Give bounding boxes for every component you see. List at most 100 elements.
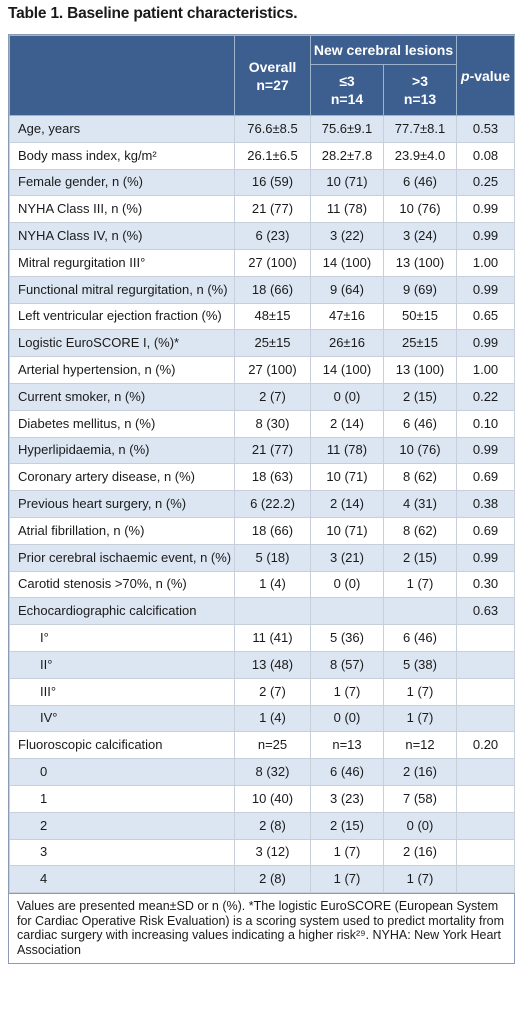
table-row: Body mass index, kg/m² 26.1±6.5 28.2±7.8 23… — [9, 141, 516, 170]
cell-gt3: 3 (24) — [382, 222, 458, 250]
table-row: III° 2 (7) 1 (7) 1 (7) — [9, 677, 516, 706]
cell-gt3: 8 (62) — [382, 463, 458, 492]
row-label: Current smoker, n (%) — [9, 382, 235, 411]
cell-gt3: 13 (100) — [382, 356, 458, 384]
cell-pvalue: 1.00 — [456, 248, 516, 277]
table-row: Hyperlipidaemia, n (%) 21 (77) 11 (78) 10 (… — [9, 436, 516, 465]
row-label: Body mass index, kg/m² — [9, 141, 235, 170]
cell-le3: 28.2±7.8 — [310, 141, 384, 170]
cell-pvalue: 0.99 — [456, 543, 516, 572]
cell-le3: 14 (100) — [310, 248, 384, 277]
cell-le3: 1 (7) — [310, 677, 384, 706]
row-label: Previous heart surgery, n (%) — [9, 490, 235, 518]
cell-le3: 1 (7) — [310, 865, 384, 894]
cell-le3: 6 (46) — [310, 758, 384, 786]
cell-overall: 1 (4) — [234, 704, 311, 733]
row-label: Coronary artery disease, n (%) — [9, 463, 235, 492]
row-label: Diabetes mellitus, n (%) — [9, 409, 235, 438]
cell-gt3: n=12 — [382, 731, 458, 760]
cell-pvalue: 0.38 — [456, 490, 516, 518]
table-body: Age, years 76.6±8.5 75.6±9.1 77.7±8.1 0.53 Bo… — [9, 115, 516, 894]
table-row: Arterial hypertension, n (%) 27 (100) 14 (… — [9, 356, 516, 384]
row-label: Female gender, n (%) — [9, 168, 235, 197]
cell-le3: 10 (71) — [310, 516, 384, 545]
cell-pvalue: 0.63 — [456, 597, 516, 626]
header-pvalue-p: p — [461, 67, 470, 84]
cell-gt3: 0 (0) — [382, 811, 458, 840]
cell-le3: 26±16 — [310, 329, 384, 358]
table-row: Female gender, n (%) 16 (59) 10 (71) 6 (46)… — [9, 168, 516, 197]
cell-gt3 — [382, 597, 458, 626]
table-row: II° 13 (48) 8 (57) 5 (38) — [9, 650, 516, 679]
cell-gt3: 10 (76) — [382, 195, 458, 224]
row-label: 3 — [9, 838, 235, 867]
table-row: Previous heart surgery, n (%) 6 (22.2) 2 (… — [9, 490, 516, 518]
row-label: Echocardiographic calcification — [9, 597, 235, 626]
cell-pvalue — [456, 677, 516, 706]
row-label: Fluoroscopic calcification — [9, 731, 235, 760]
row-label: Mitral regurgitation III° — [9, 248, 235, 277]
cell-le3: 2 (14) — [310, 490, 384, 518]
cell-overall: 2 (7) — [234, 677, 311, 706]
cell-le3: 3 (22) — [310, 222, 384, 250]
cell-pvalue: 0.30 — [456, 570, 516, 599]
cell-overall: 6 (23) — [234, 222, 311, 250]
table-row: Left ventricular ejection fraction (%) 48… — [9, 302, 516, 331]
cell-gt3: 2 (15) — [382, 382, 458, 411]
cell-overall: 76.6±8.5 — [234, 115, 311, 143]
cell-overall: 8 (30) — [234, 409, 311, 438]
cell-gt3: 25±15 — [382, 329, 458, 358]
cell-gt3: 1 (7) — [382, 677, 458, 706]
cell-le3: 0 (0) — [310, 570, 384, 599]
header-le3: ≤3 n=14 — [310, 64, 384, 116]
cell-overall: 10 (40) — [234, 784, 311, 813]
row-label: Hyperlipidaemia, n (%) — [9, 436, 235, 465]
cell-gt3: 6 (46) — [382, 168, 458, 197]
cell-gt3: 50±15 — [382, 302, 458, 331]
cell-gt3: 2 (16) — [382, 758, 458, 786]
table-row: Current smoker, n (%) 2 (7) 0 (0) 2 (15) 0.2… — [9, 382, 516, 411]
cell-pvalue: 0.69 — [456, 516, 516, 545]
table-row: Functional mitral regurgitation, n (%) 18… — [9, 275, 516, 304]
cell-overall — [234, 597, 311, 626]
table-row: Logistic EuroSCORE I, (%)* 25±15 26±16 25±1… — [9, 329, 516, 358]
cell-gt3: 9 (69) — [382, 275, 458, 304]
cell-overall: 2 (7) — [234, 382, 311, 411]
row-label: Carotid stenosis >70%, n (%) — [9, 570, 235, 599]
row-label: Left ventricular ejection fraction (%) — [9, 302, 235, 331]
cell-pvalue: 0.99 — [456, 436, 516, 465]
row-label: Atrial fibrillation, n (%) — [9, 516, 235, 545]
row-label: Functional mitral regurgitation, n (%) — [9, 275, 235, 304]
cell-gt3: 8 (62) — [382, 516, 458, 545]
cell-overall: 13 (48) — [234, 650, 311, 679]
baseline-characteristics-table: Overall n=27 New cerebral lesions p-value… — [9, 35, 516, 894]
cell-le3: 3 (23) — [310, 784, 384, 813]
cell-overall: 18 (66) — [234, 275, 311, 304]
header-gt3-text: >3 n=13 — [403, 73, 437, 107]
cell-overall: 16 (59) — [234, 168, 311, 197]
cell-gt3: 5 (38) — [382, 650, 458, 679]
cell-overall: 2 (8) — [234, 865, 311, 894]
header-gt3: >3 n=13 — [382, 64, 458, 116]
cell-le3: 3 (21) — [310, 543, 384, 572]
cell-pvalue: 0.25 — [456, 168, 516, 197]
row-label: Age, years — [9, 115, 235, 143]
cell-overall: 18 (63) — [234, 463, 311, 492]
table-footnote: Values are presented mean±SD or n (%). *… — [9, 893, 514, 963]
table-row: Prior cerebral ischaemic event, n (%) 5 (… — [9, 543, 516, 572]
cell-le3: 47±16 — [310, 302, 384, 331]
row-label: Prior cerebral ischaemic event, n (%) — [9, 543, 235, 572]
cell-overall: 21 (77) — [234, 195, 311, 224]
cell-pvalue: 0.69 — [456, 463, 516, 492]
cell-overall: 5 (18) — [234, 543, 311, 572]
row-label: IV° — [9, 704, 235, 733]
header-overall: Overall n=27 — [234, 35, 311, 116]
table-row: Atrial fibrillation, n (%) 18 (66) 10 (71)… — [9, 516, 516, 545]
row-label: 0 — [9, 758, 235, 786]
cell-le3: 10 (71) — [310, 463, 384, 492]
header-le3-text: ≤3 n=14 — [330, 73, 364, 107]
table-row: I° 11 (41) 5 (36) 6 (46) — [9, 624, 516, 652]
cell-pvalue: 0.99 — [456, 329, 516, 358]
